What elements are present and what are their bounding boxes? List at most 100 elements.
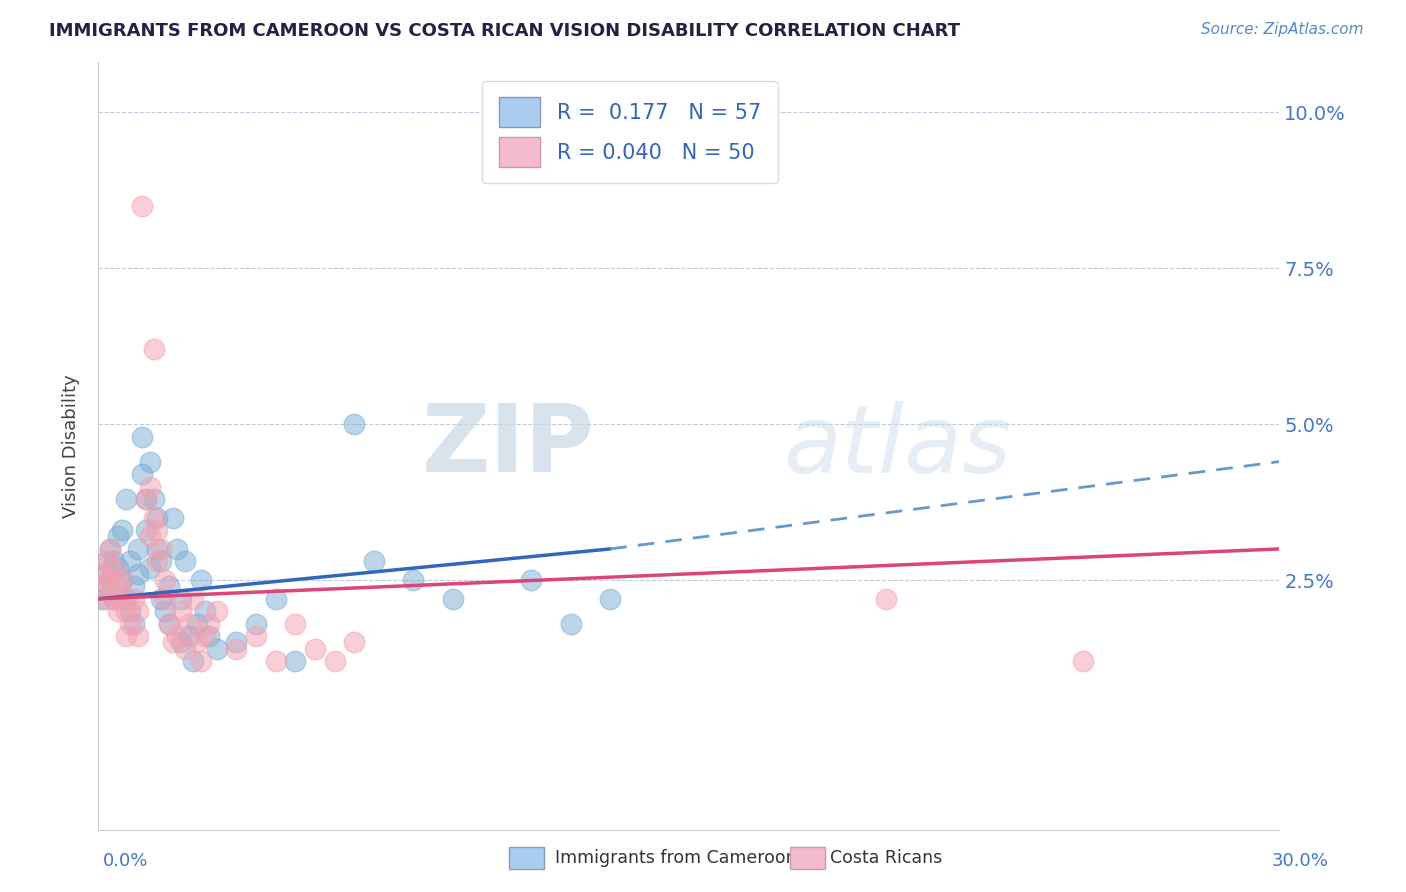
Point bbox=[142, 510, 165, 524]
Point bbox=[96, 566, 118, 581]
Point bbox=[96, 591, 118, 606]
Point bbox=[135, 491, 157, 506]
Point bbox=[146, 510, 169, 524]
Point bbox=[111, 523, 134, 537]
Point bbox=[107, 604, 129, 618]
Point bbox=[91, 566, 114, 581]
Text: 30.0%: 30.0% bbox=[1272, 852, 1329, 870]
Point bbox=[138, 479, 160, 493]
Point bbox=[138, 529, 160, 543]
Legend: R =  0.177   N = 57, R = 0.040   N = 50: R = 0.177 N = 57, R = 0.040 N = 50 bbox=[482, 80, 778, 183]
Point bbox=[194, 629, 217, 643]
Point bbox=[115, 604, 138, 618]
Point bbox=[323, 654, 346, 668]
Text: atlas: atlas bbox=[783, 401, 1012, 491]
Point bbox=[103, 591, 125, 606]
Point bbox=[197, 629, 219, 643]
Point bbox=[166, 629, 188, 643]
Point bbox=[343, 417, 366, 432]
Point bbox=[127, 541, 149, 556]
Point bbox=[103, 560, 125, 574]
Point bbox=[245, 616, 267, 631]
Point bbox=[205, 604, 228, 618]
Point bbox=[194, 604, 217, 618]
Point bbox=[363, 554, 385, 568]
Point bbox=[284, 616, 307, 631]
Point bbox=[142, 343, 165, 357]
Point bbox=[115, 591, 138, 606]
Point bbox=[1071, 654, 1094, 668]
Point bbox=[131, 467, 153, 481]
Point bbox=[103, 554, 125, 568]
Point bbox=[127, 604, 149, 618]
Point bbox=[91, 579, 114, 593]
Point bbox=[111, 591, 134, 606]
Text: Costa Ricans: Costa Ricans bbox=[830, 849, 942, 867]
Point bbox=[190, 573, 212, 587]
Point bbox=[122, 591, 145, 606]
Point bbox=[162, 510, 184, 524]
Point bbox=[599, 591, 621, 606]
Point bbox=[170, 604, 193, 618]
Point bbox=[190, 654, 212, 668]
Point bbox=[150, 541, 173, 556]
Point bbox=[138, 560, 160, 574]
Point bbox=[157, 579, 180, 593]
Point bbox=[284, 654, 307, 668]
Point bbox=[107, 560, 129, 574]
Point bbox=[157, 616, 180, 631]
Point bbox=[146, 523, 169, 537]
Point bbox=[177, 629, 200, 643]
Point bbox=[146, 554, 169, 568]
Point bbox=[181, 591, 204, 606]
Text: Immigrants from Cameroon: Immigrants from Cameroon bbox=[555, 849, 797, 867]
Point bbox=[304, 641, 326, 656]
Point bbox=[103, 591, 125, 606]
Point bbox=[98, 573, 121, 587]
Point bbox=[115, 629, 138, 643]
Point bbox=[177, 616, 200, 631]
Point bbox=[98, 541, 121, 556]
Point bbox=[118, 616, 141, 631]
Point bbox=[155, 573, 177, 587]
Point bbox=[402, 573, 425, 587]
Point bbox=[138, 454, 160, 468]
Point bbox=[135, 491, 157, 506]
Text: ZIP: ZIP bbox=[422, 400, 595, 492]
Point bbox=[142, 491, 165, 506]
Point bbox=[441, 591, 464, 606]
Point bbox=[170, 591, 193, 606]
Point bbox=[343, 635, 366, 649]
Point bbox=[127, 629, 149, 643]
Point bbox=[264, 654, 287, 668]
Point bbox=[225, 635, 247, 649]
Point bbox=[197, 616, 219, 631]
Point bbox=[122, 616, 145, 631]
Point bbox=[174, 554, 197, 568]
Point bbox=[157, 616, 180, 631]
Point bbox=[107, 529, 129, 543]
Point bbox=[96, 554, 118, 568]
Point bbox=[98, 541, 121, 556]
Point bbox=[264, 591, 287, 606]
Point bbox=[135, 523, 157, 537]
Point bbox=[162, 635, 184, 649]
Point bbox=[96, 554, 118, 568]
Point bbox=[875, 591, 897, 606]
Point bbox=[131, 199, 153, 213]
Text: IMMIGRANTS FROM CAMEROON VS COSTA RICAN VISION DISABILITY CORRELATION CHART: IMMIGRANTS FROM CAMEROON VS COSTA RICAN … bbox=[49, 22, 960, 40]
Text: Source: ZipAtlas.com: Source: ZipAtlas.com bbox=[1201, 22, 1364, 37]
Point bbox=[225, 641, 247, 656]
Point bbox=[118, 554, 141, 568]
Point bbox=[146, 541, 169, 556]
Point bbox=[560, 616, 582, 631]
Point bbox=[91, 579, 114, 593]
Point bbox=[122, 579, 145, 593]
Point bbox=[115, 491, 138, 506]
Point bbox=[98, 573, 121, 587]
Point bbox=[127, 566, 149, 581]
Point bbox=[91, 591, 114, 606]
Point bbox=[107, 579, 129, 593]
Point bbox=[205, 641, 228, 656]
Point bbox=[111, 573, 134, 587]
